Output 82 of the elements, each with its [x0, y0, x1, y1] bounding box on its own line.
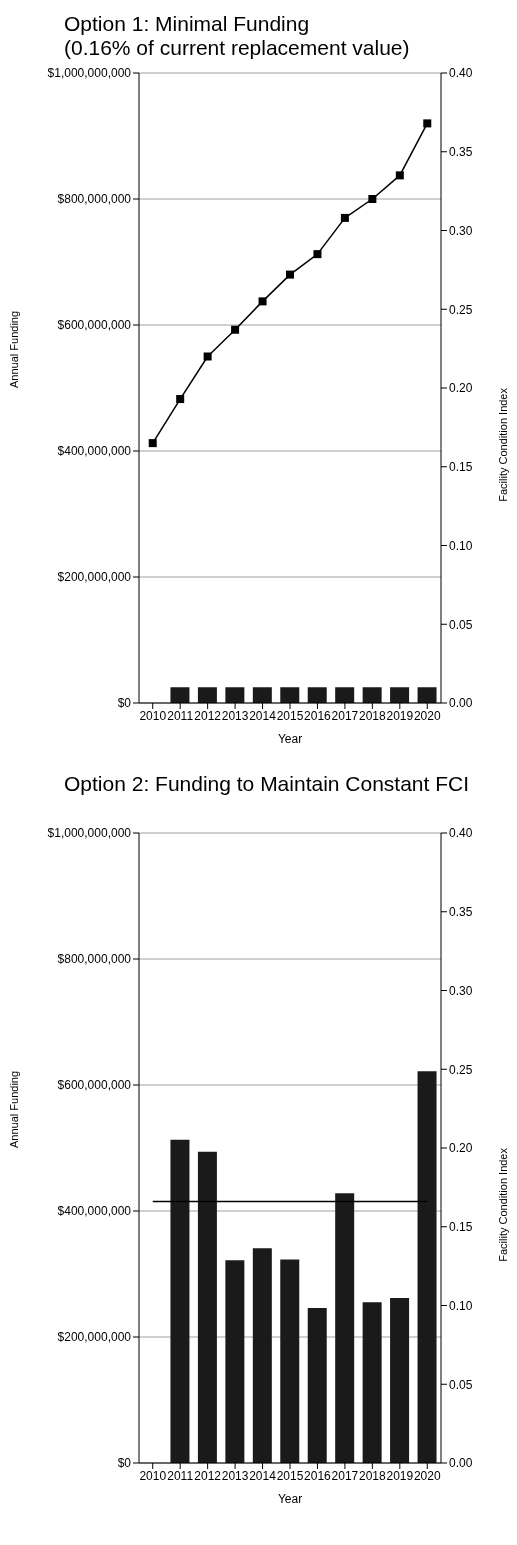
x-tick-label: 2018 — [359, 708, 387, 723]
chart-title: Option 1: Minimal Funding — [64, 12, 311, 36]
point — [286, 270, 294, 279]
point — [395, 171, 404, 180]
y2-axis-title: Facility Condition Index — [496, 387, 509, 502]
point — [313, 250, 322, 259]
y-tick-label: $600,000,000 — [57, 1078, 132, 1093]
y2-tick-label: 0.05 — [449, 617, 473, 632]
bar — [197, 1151, 217, 1463]
bar — [170, 1139, 190, 1463]
y-tick-label: $1,000,000,000 — [47, 66, 132, 81]
y2-tick-label: 0.40 — [449, 826, 473, 841]
y2-tick-label: 0.20 — [449, 1141, 473, 1156]
y2-tick-label: 0.20 — [449, 381, 473, 396]
y2-tick-label: 0.00 — [449, 696, 473, 711]
x-tick-label: 2016 — [304, 708, 332, 723]
y-tick-label: $400,000,000 — [57, 444, 132, 459]
bar — [252, 1248, 272, 1463]
bar — [417, 1071, 437, 1463]
y2-tick-label: 0.05 — [449, 1377, 473, 1392]
y-tick-label: $200,000,000 — [57, 570, 132, 585]
x-tick-label: 2019 — [386, 1468, 414, 1483]
x-tick-label: 2016 — [304, 1468, 332, 1483]
y-tick-label: $800,000,000 — [57, 952, 132, 967]
bar — [280, 1259, 300, 1463]
y-axis-title: Annual Funding — [7, 310, 20, 388]
y2-tick-label: 0.10 — [449, 1298, 473, 1313]
y-tick-label: $800,000,000 — [57, 192, 132, 207]
y2-tick-label: 0.40 — [449, 66, 473, 81]
y2-tick-label: 0.10 — [449, 538, 473, 553]
point — [176, 395, 185, 404]
x-tick-label: 2020 — [413, 1468, 441, 1483]
y-tick-label: $200,000,000 — [57, 1330, 132, 1345]
x-tick-label: 2011 — [167, 1468, 194, 1483]
y-tick-label: $1,000,000,000 — [47, 826, 132, 841]
bar — [362, 1302, 382, 1463]
bar — [307, 1308, 327, 1463]
y-axis-title: Annual Funding — [7, 1070, 20, 1148]
x-tick-label: 2012 — [194, 1468, 222, 1483]
point — [231, 325, 240, 334]
x-tick-label: 2010 — [139, 708, 167, 723]
point — [423, 119, 432, 128]
bar — [335, 1193, 355, 1463]
point — [258, 297, 267, 306]
y2-tick-label: 0.25 — [449, 1062, 473, 1077]
point — [368, 195, 377, 203]
x-tick-label: 2019 — [386, 708, 414, 723]
y2-tick-label: 0.35 — [449, 145, 473, 160]
x-axis-title: Year — [277, 732, 303, 746]
x-tick-label: 2014 — [249, 708, 277, 723]
x-tick-label: 2010 — [139, 1468, 167, 1483]
x-tick-label: 2013 — [221, 1468, 249, 1483]
y2-tick-label: 0.30 — [449, 983, 473, 998]
point — [340, 213, 349, 222]
x-axis-title: Year — [277, 1492, 303, 1506]
point — [148, 439, 157, 448]
bar — [390, 1297, 410, 1463]
y2-tick-label: 0.35 — [449, 905, 473, 920]
x-tick-label: 2015 — [276, 708, 304, 723]
y2-tick-label: 0.30 — [449, 223, 473, 238]
x-tick-label: 2013 — [221, 708, 249, 723]
x-tick-label: 2015 — [276, 1468, 304, 1483]
chart-subtitle: (0.16% of current replacement value) — [64, 36, 410, 60]
y-tick-label: $0 — [117, 696, 132, 711]
y2-tick-label: 0.25 — [449, 302, 473, 317]
x-tick-label: 2012 — [194, 708, 222, 723]
y-tick-label: $600,000,000 — [57, 318, 132, 333]
x-tick-label: 2017 — [331, 1468, 359, 1483]
y2-tick-label: 0.15 — [449, 460, 473, 475]
x-tick-label: 2014 — [249, 1468, 277, 1483]
x-tick-label: 2017 — [331, 708, 359, 723]
x-tick-label: 2018 — [359, 1468, 387, 1483]
chart-title: Option 2: Funding to Maintain Constant FCI — [64, 772, 470, 796]
y2-tick-label: 0.15 — [449, 1220, 473, 1235]
bar — [225, 1260, 245, 1463]
y2-tick-label: 0.00 — [449, 1456, 473, 1471]
point — [203, 352, 212, 361]
y-tick-label: $0 — [117, 1456, 132, 1471]
y2-axis-title: Facility Condition Index — [496, 1147, 509, 1262]
x-tick-label: 2020 — [413, 708, 441, 723]
x-tick-label: 2011 — [167, 708, 194, 723]
y-tick-label: $400,000,000 — [57, 1204, 132, 1219]
